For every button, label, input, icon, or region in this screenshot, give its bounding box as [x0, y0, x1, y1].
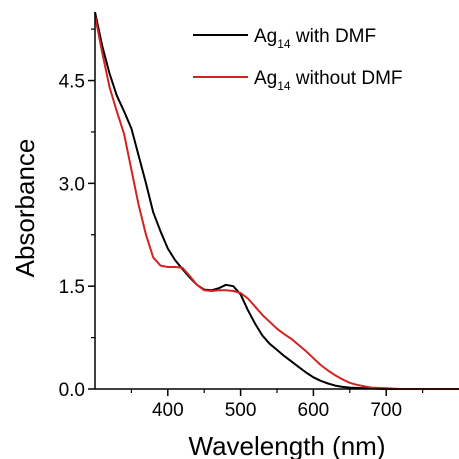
y-tick-label: 4.5 [59, 72, 85, 93]
x-tick-label: 600 [298, 400, 330, 421]
series-line-2 [94, 15, 459, 390]
x-tick-label: 400 [152, 400, 184, 421]
ticks: 0.0 1.5 3.0 4.5 400 500 600 700 [59, 28, 424, 421]
y-axis-title: Absorbance [10, 139, 40, 278]
y-tick-label: 3.0 [59, 174, 85, 195]
legend-label-2: Ag14 without DMF [254, 68, 403, 93]
x-axis-title: Wavelength (nm) [189, 431, 386, 459]
legend: Ag14 with DMF Ag14 without DMF [193, 26, 403, 93]
plot-lines [94, 11, 459, 390]
legend-label-1: Ag14 with DMF [254, 26, 376, 51]
x-tick-label: 500 [225, 400, 257, 421]
x-tick-label: 700 [370, 400, 402, 421]
y-tick-label: 0.0 [59, 380, 85, 401]
series-line-1 [94, 11, 459, 390]
y-tick-label: 1.5 [59, 277, 85, 298]
